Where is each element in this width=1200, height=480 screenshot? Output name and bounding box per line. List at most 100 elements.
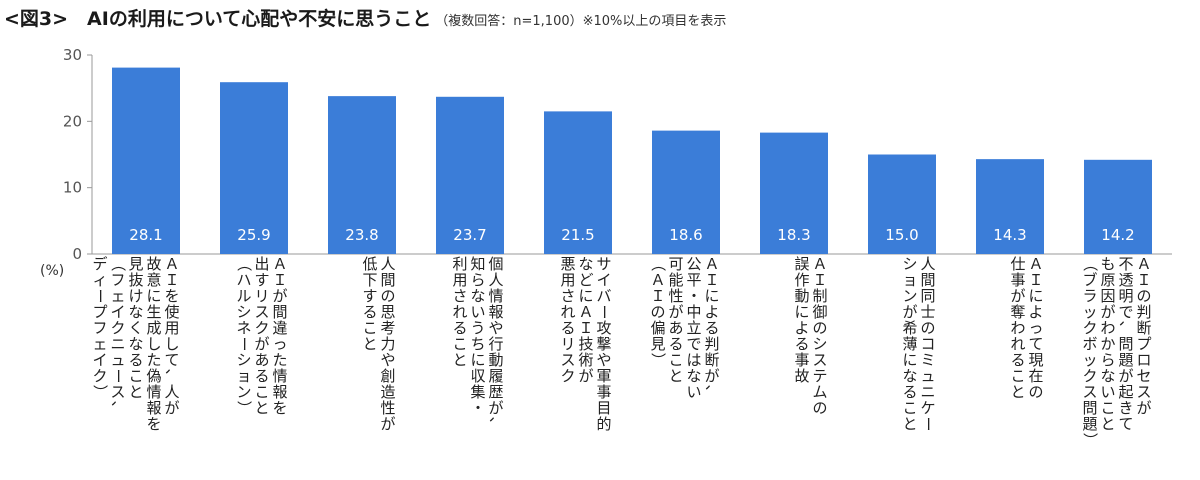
- category-label-char: 報: [272, 383, 287, 401]
- category-label-char: ス: [1082, 383, 1097, 401]
- category-label-char: て: [1118, 415, 1133, 433]
- category-label-char: が: [902, 303, 917, 321]
- category-label-char: る: [254, 367, 269, 385]
- category-label-char: る: [794, 335, 809, 353]
- category-label-char: ）: [1081, 432, 1099, 447]
- category-label-char: の: [812, 319, 827, 337]
- category-label-char: Ｉ: [704, 271, 719, 289]
- category-label-char: を: [272, 399, 287, 417]
- category-label-char: っ: [272, 335, 287, 353]
- category-label-char: ー: [919, 416, 937, 431]
- data-label: 23.7: [453, 226, 486, 244]
- category-label-char: Ｉ: [578, 319, 593, 337]
- data-label: 18.3: [777, 226, 810, 244]
- category-label-char: て: [164, 351, 179, 369]
- category-label-char: 生: [146, 303, 161, 321]
- category-label-char: な: [128, 303, 143, 321]
- category-label-char: ュ: [920, 367, 935, 385]
- category-label-char: ネ: [236, 319, 251, 337]
- bar: [652, 130, 720, 254]
- category-label-char: 情: [146, 383, 161, 401]
- category-label-char: 現: [1028, 351, 1043, 369]
- category-label-char: ン: [902, 287, 917, 305]
- category-label-char: 仕: [1010, 255, 1025, 273]
- bar: [436, 96, 504, 254]
- category-label-char: 収: [470, 367, 485, 385]
- category-label-char: で: [686, 335, 701, 353]
- category-label-char: 起: [1118, 383, 1133, 401]
- category-label-char: 断: [704, 351, 719, 369]
- category-label-char: 人: [380, 255, 395, 273]
- category-label-char: 、: [487, 416, 505, 431]
- bar: [112, 67, 180, 254]
- category-label-char: 誤: [794, 255, 809, 273]
- category-label-char: ロ: [1136, 351, 1151, 369]
- category-label-char: ハ: [236, 271, 251, 289]
- category-label-char: （: [109, 256, 127, 271]
- category-label-char: Ａ: [164, 255, 179, 273]
- category-label-char: ー: [109, 368, 127, 383]
- category-label-char: い: [686, 383, 701, 401]
- category-label-char: に: [578, 287, 593, 305]
- category-label-char: よ: [794, 319, 809, 337]
- category-label-char: 間: [380, 271, 395, 289]
- data-label: 14.3: [993, 226, 1026, 244]
- category-label-char: に: [704, 287, 719, 305]
- category-label-char: ョ: [236, 367, 251, 385]
- category-label-char: の: [650, 303, 665, 321]
- category-label-char: に: [794, 303, 809, 321]
- y-axis-unit: (%): [40, 263, 64, 279]
- category-label-char: ク: [1082, 319, 1097, 337]
- category-label-char: 使: [164, 303, 179, 321]
- category-label-char: コ: [920, 335, 935, 353]
- bar: [328, 96, 396, 254]
- category-label-char: ェ: [92, 335, 107, 353]
- category-label-char: が: [704, 367, 719, 385]
- category-label-char: 動: [794, 287, 809, 305]
- category-label-char: 不: [1118, 255, 1133, 273]
- category-label-char: が: [1100, 303, 1115, 321]
- category-label-char: ス: [560, 351, 575, 369]
- category-label-char: 透: [1118, 271, 1133, 289]
- category-label-char: く: [128, 319, 143, 337]
- category-label-char: 、: [109, 400, 127, 415]
- category-label-char: 人: [164, 383, 179, 401]
- category-label-char: 用: [164, 319, 179, 337]
- data-label: 25.9: [237, 226, 270, 244]
- category-label-char: に: [146, 287, 161, 305]
- category-label-char: ボ: [1082, 335, 1097, 353]
- category-label-char: プ: [1136, 335, 1151, 353]
- category-label-char: ・: [470, 399, 485, 417]
- category-label-char: こ: [1010, 367, 1025, 385]
- category-label-char: ク: [254, 319, 269, 337]
- category-label-char: 原: [1100, 271, 1115, 289]
- category-label-char: よ: [704, 303, 719, 321]
- category-label-char: を: [146, 415, 161, 433]
- data-label: 15.0: [885, 226, 918, 244]
- category-label-char: ら: [470, 271, 485, 289]
- bar: [976, 159, 1044, 254]
- category-label-char: し: [164, 335, 179, 353]
- category-label-char: 公: [686, 255, 701, 273]
- category-label-char: 力: [380, 335, 395, 353]
- category-label-char: な: [470, 287, 485, 305]
- category-label-char: 成: [146, 319, 161, 337]
- category-label-char: ス: [812, 351, 827, 369]
- category-label-char: ー: [595, 304, 613, 319]
- category-label-char: 低: [362, 255, 377, 273]
- category-label-char: け: [128, 287, 143, 305]
- category-label-char: ー: [235, 336, 253, 351]
- category-label-char: あ: [668, 319, 683, 337]
- category-label-char: 下: [362, 271, 377, 289]
- category-label-char: ら: [1100, 351, 1115, 369]
- category-label-char: 性: [380, 399, 395, 417]
- category-label-char: 士: [920, 303, 935, 321]
- category-label-char: ニ: [110, 335, 125, 353]
- category-label-char: が: [380, 415, 395, 433]
- category-label-char: よ: [1028, 303, 1043, 321]
- category-label-char: Ａ: [1136, 255, 1151, 273]
- bar: [760, 132, 828, 254]
- category-label-char: Ｉ: [812, 271, 827, 289]
- category-label-char: こ: [254, 383, 269, 401]
- category-label-char: 術: [578, 351, 593, 369]
